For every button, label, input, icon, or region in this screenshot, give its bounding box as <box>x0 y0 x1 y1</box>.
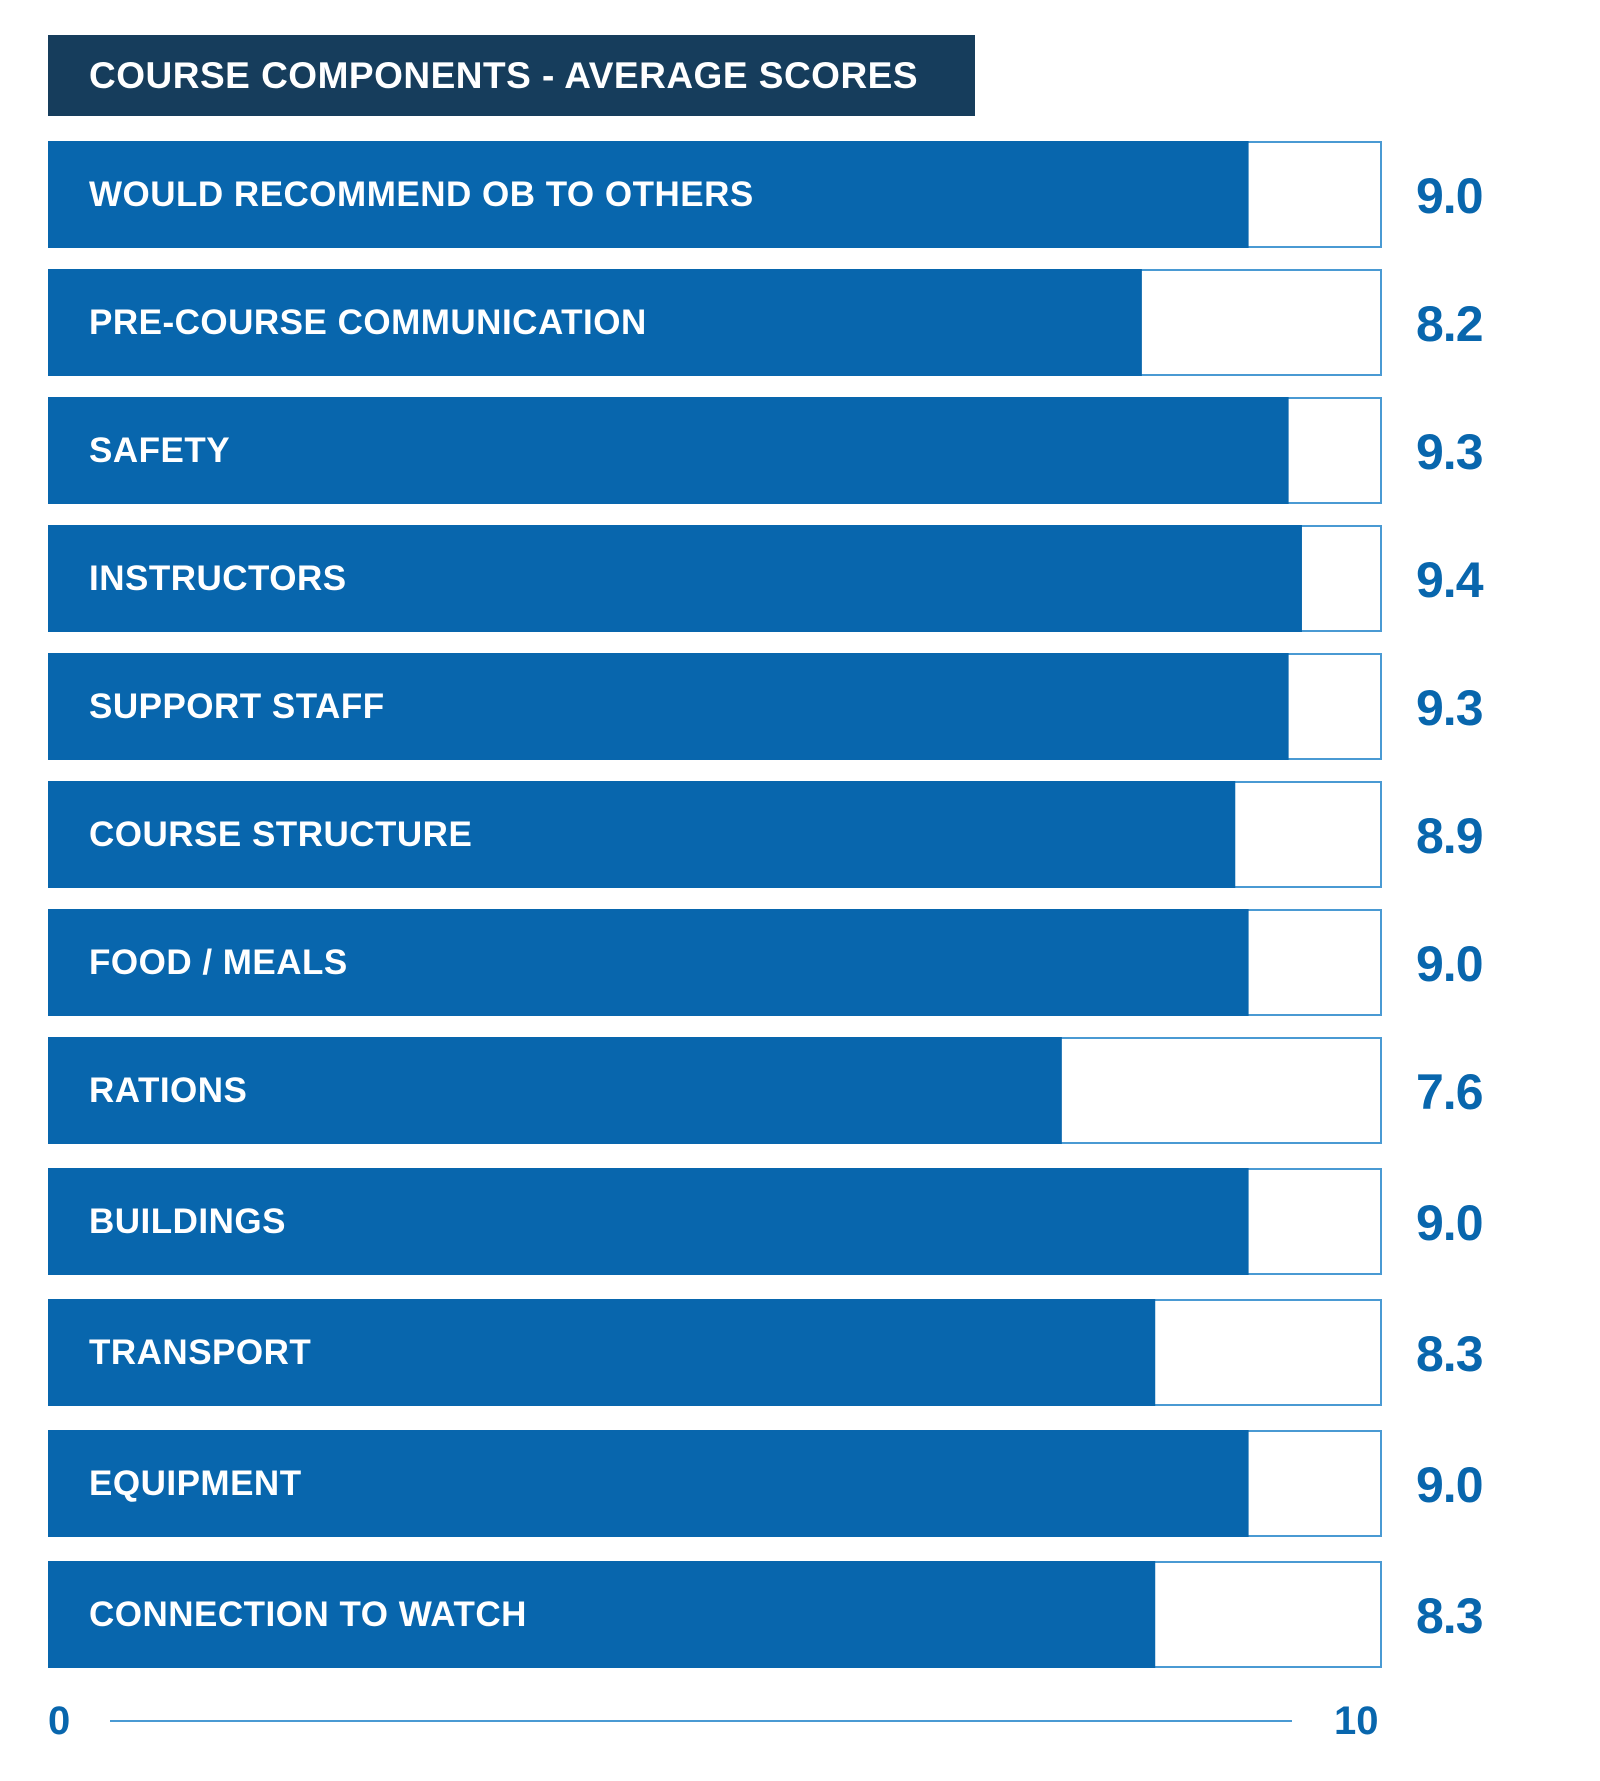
bar <box>48 1299 1156 1406</box>
bar-value-label: 9.3 <box>1416 423 1484 480</box>
bar <box>48 781 1236 888</box>
bar <box>48 1037 1062 1144</box>
bar <box>48 1561 1156 1668</box>
bar-value-label: 9.0 <box>1416 167 1484 224</box>
bar-category-label: FOOD / MEALS <box>89 942 348 982</box>
bar-value-label: 8.2 <box>1416 295 1484 352</box>
bar-category-label: BUILDINGS <box>89 1201 286 1241</box>
bar <box>48 141 1249 248</box>
bar-value-label: 9.3 <box>1416 679 1484 736</box>
bar <box>48 653 1289 760</box>
bar <box>48 525 1302 632</box>
bar-category-label: RATIONS <box>89 1070 248 1110</box>
bar-category-label: SAFETY <box>89 430 231 470</box>
bar-category-label: WOULD RECOMMEND OB TO OTHERS <box>89 174 754 214</box>
bar-value-label: 9.0 <box>1416 1456 1484 1513</box>
bar-category-label: SUPPORT STAFF <box>89 686 385 726</box>
bar-value-label: 8.9 <box>1416 807 1484 864</box>
bar <box>48 397 1289 504</box>
axis-tick-min: 0 <box>48 1699 71 1743</box>
bar-value-label: 9.0 <box>1416 935 1484 992</box>
bar <box>48 269 1142 376</box>
bar-category-label: COURSE STRUCTURE <box>89 814 473 854</box>
bar-value-label: 9.0 <box>1416 1194 1484 1251</box>
bar-value-label: 8.3 <box>1416 1587 1484 1644</box>
bar-value-label: 9.4 <box>1416 551 1484 608</box>
bar-category-label: INSTRUCTORS <box>89 558 347 598</box>
bar-value-label: 7.6 <box>1416 1063 1484 1120</box>
bar-category-label: EQUIPMENT <box>89 1463 302 1503</box>
bar-category-label: PRE-COURSE COMMUNICATION <box>89 302 647 342</box>
bar-category-label: CONNECTION TO WATCH <box>89 1594 527 1634</box>
bar-category-label: TRANSPORT <box>89 1332 312 1372</box>
chart-title: COURSE COMPONENTS - AVERAGE SCORES <box>48 35 975 116</box>
axis-tick-max: 10 <box>1334 1699 1379 1743</box>
bar <box>48 1168 1249 1275</box>
bar <box>48 909 1249 1016</box>
bar <box>48 1430 1249 1537</box>
bar-value-label: 8.3 <box>1416 1325 1484 1382</box>
